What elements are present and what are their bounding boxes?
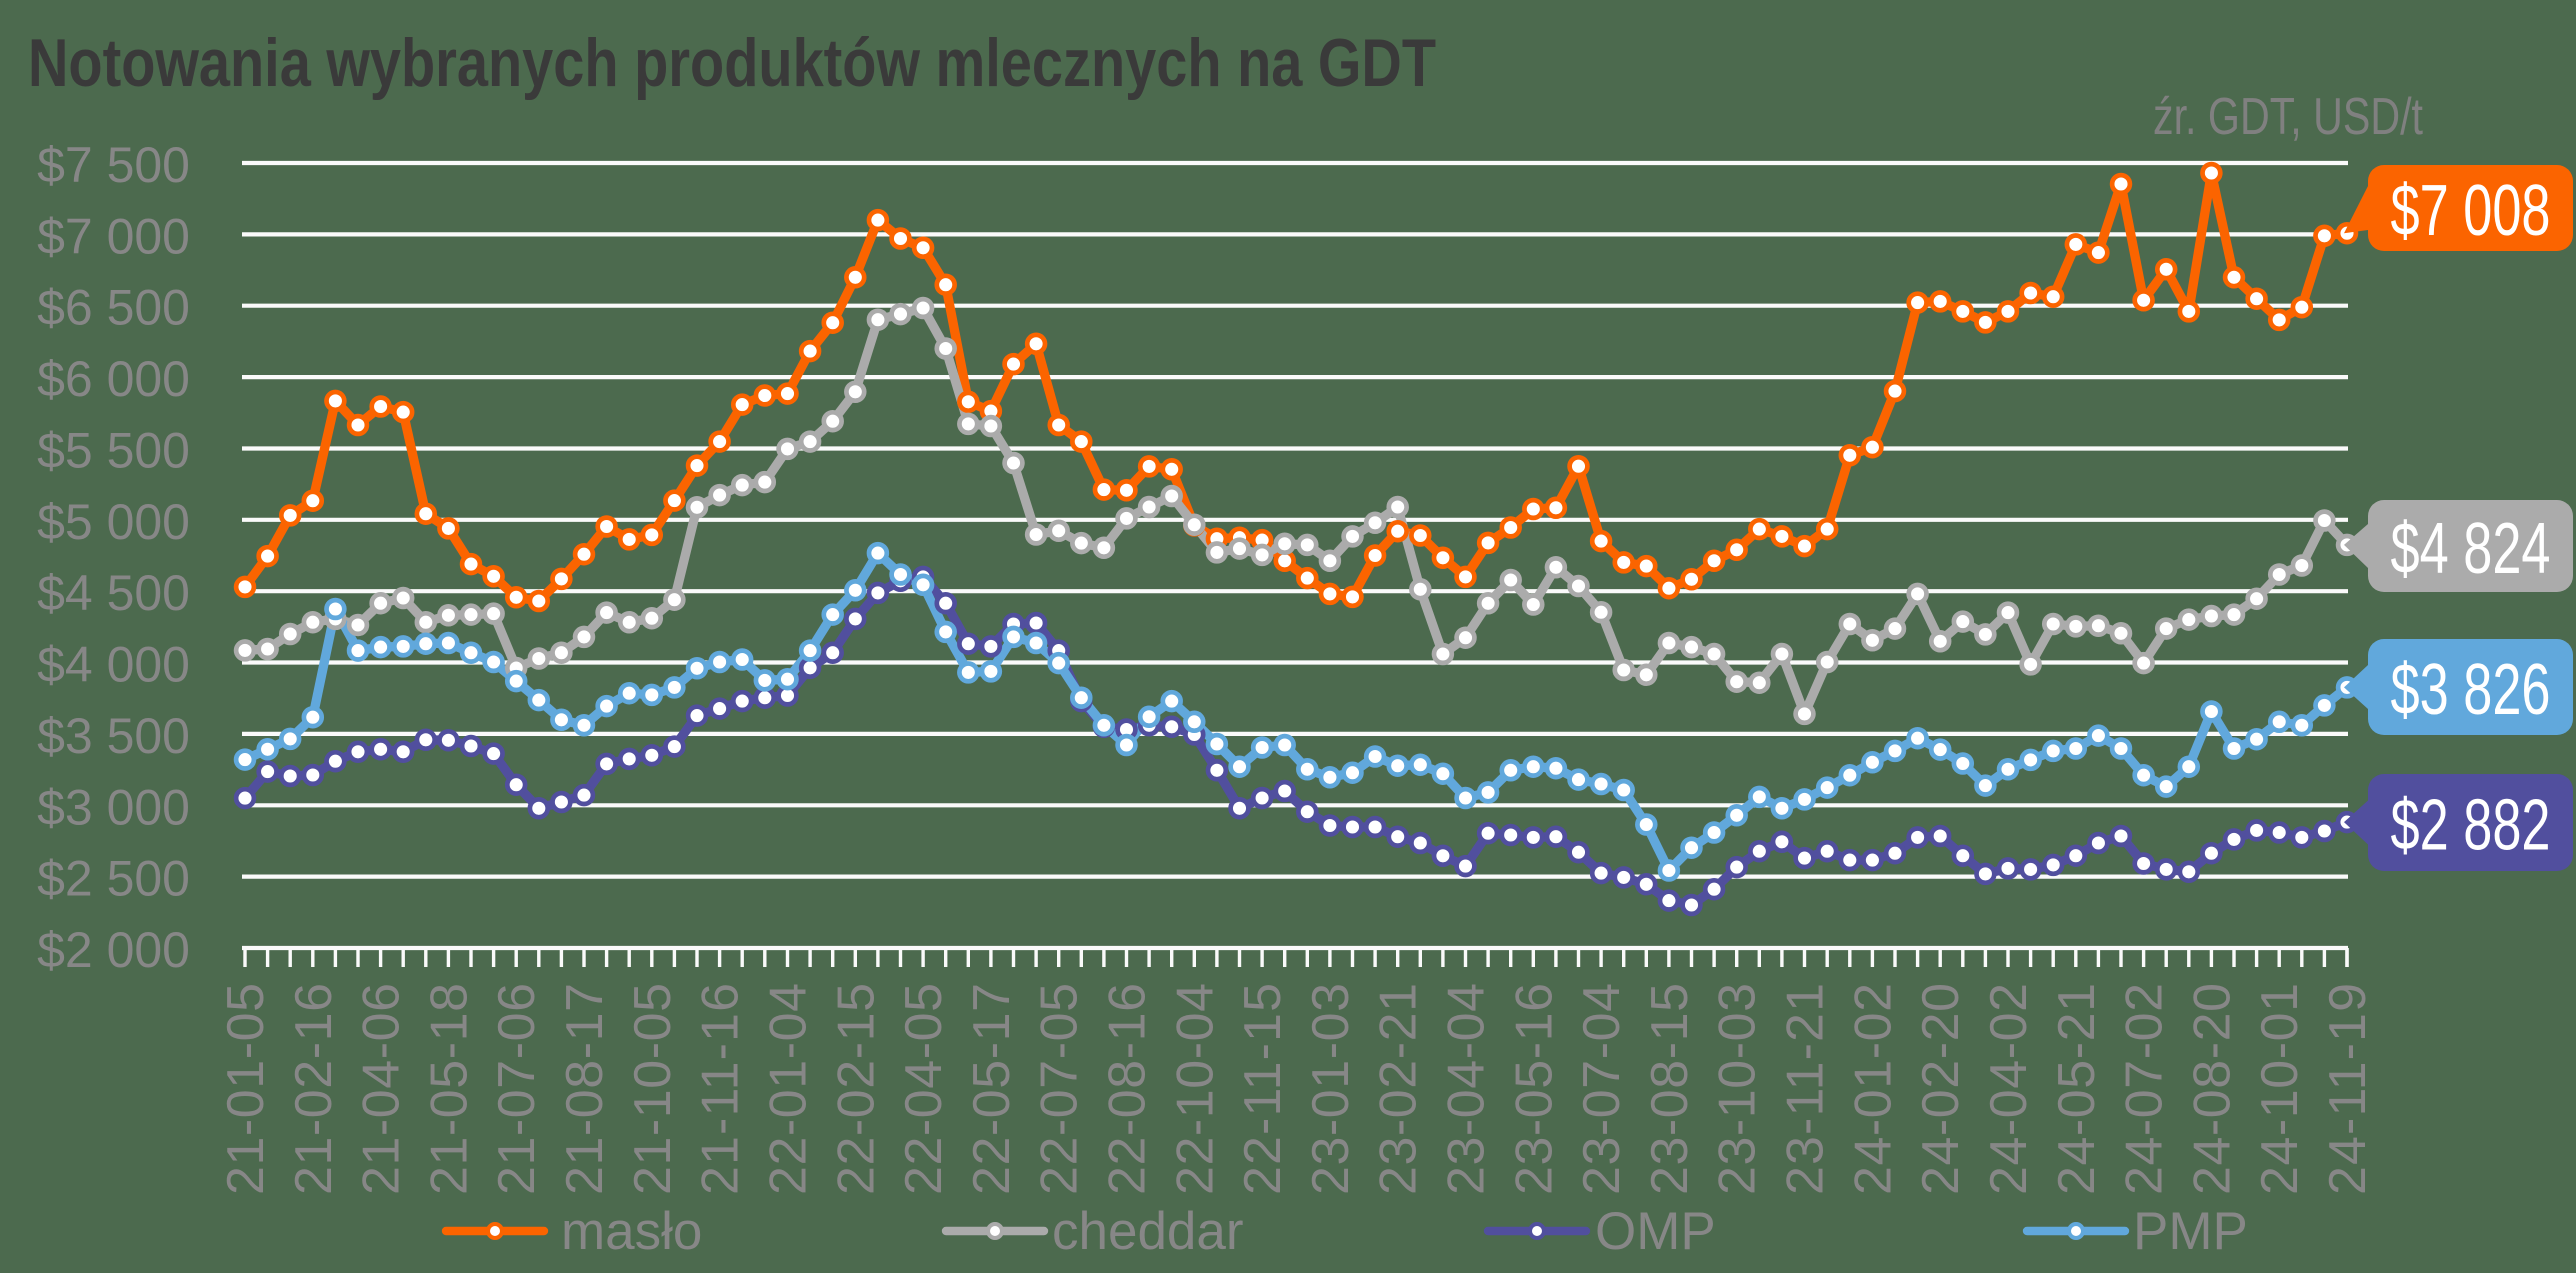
svg-text:21-02-16: 21-02-16 <box>285 983 343 1195</box>
svg-text:24-11-19: 24-11-19 <box>2319 983 2377 1195</box>
svg-text:22-07-05: 22-07-05 <box>1031 983 1089 1195</box>
svg-text:$2 882: $2 882 <box>2391 786 2551 866</box>
svg-text:21-11-16: 21-11-16 <box>692 983 750 1195</box>
svg-text:24-08-20: 24-08-20 <box>2183 983 2241 1195</box>
svg-text:23-10-03: 23-10-03 <box>1709 983 1767 1195</box>
svg-text:$4 500: $4 500 <box>37 565 190 621</box>
svg-text:22-05-17: 22-05-17 <box>963 983 1021 1195</box>
svg-text:24-02-20: 24-02-20 <box>1912 983 1970 1195</box>
svg-text:23-11-21: 23-11-21 <box>1777 983 1835 1195</box>
svg-text:22-04-05: 22-04-05 <box>895 983 953 1195</box>
svg-text:23-02-21: 23-02-21 <box>1370 983 1428 1195</box>
svg-text:21-08-17: 21-08-17 <box>556 983 614 1195</box>
svg-text:23-04-04: 23-04-04 <box>1438 983 1496 1195</box>
svg-text:24-07-02: 24-07-02 <box>2116 983 2174 1195</box>
svg-text:masło: masło <box>561 1202 702 1261</box>
svg-text:21-04-06: 21-04-06 <box>353 983 411 1195</box>
svg-text:22-10-04: 22-10-04 <box>1166 983 1224 1195</box>
svg-text:$6 000: $6 000 <box>37 351 190 407</box>
svg-text:$3 826: $3 826 <box>2391 650 2551 730</box>
svg-text:21-07-06: 21-07-06 <box>488 983 546 1195</box>
svg-text:$7 500: $7 500 <box>37 137 190 193</box>
svg-text:$4 824: $4 824 <box>2391 509 2551 589</box>
svg-text:23-07-04: 23-07-04 <box>1573 983 1631 1195</box>
svg-text:22-02-15: 22-02-15 <box>827 983 885 1195</box>
svg-text:$3 000: $3 000 <box>37 779 190 835</box>
svg-text:23-05-16: 23-05-16 <box>1505 983 1563 1195</box>
svg-text:$3 500: $3 500 <box>37 708 190 764</box>
svg-text:PMP: PMP <box>2133 1202 2248 1261</box>
svg-text:$5 000: $5 000 <box>37 494 190 550</box>
svg-text:$7 000: $7 000 <box>37 208 190 264</box>
svg-text:23-01-03: 23-01-03 <box>1302 983 1360 1195</box>
svg-text:OMP: OMP <box>1595 1202 1716 1261</box>
svg-text:24-04-02: 24-04-02 <box>1980 983 2038 1195</box>
svg-text:Notowania wybranych produktów: Notowania wybranych produktów mlecznych … <box>28 25 1436 101</box>
svg-text:24-01-02: 24-01-02 <box>1844 983 1902 1195</box>
svg-text:cheddar: cheddar <box>1052 1202 1244 1261</box>
svg-text:22-11-15: 22-11-15 <box>1234 983 1292 1195</box>
svg-text:22-01-04: 22-01-04 <box>760 983 818 1195</box>
svg-text:$4 000: $4 000 <box>37 637 190 693</box>
svg-text:21-05-18: 21-05-18 <box>420 983 478 1195</box>
svg-text:23-08-15: 23-08-15 <box>1641 983 1699 1195</box>
svg-text:$6 500: $6 500 <box>37 280 190 336</box>
svg-text:21-10-05: 21-10-05 <box>624 983 682 1195</box>
svg-text:$2 500: $2 500 <box>37 851 190 907</box>
svg-text:$7 008: $7 008 <box>2391 171 2551 251</box>
svg-text:24-05-21: 24-05-21 <box>2048 983 2106 1195</box>
svg-text:22-08-16: 22-08-16 <box>1099 983 1157 1195</box>
svg-text:$5 500: $5 500 <box>37 423 190 479</box>
svg-text:$2 000: $2 000 <box>37 922 190 978</box>
svg-text:24-10-01: 24-10-01 <box>2251 983 2309 1195</box>
svg-text:źr. GDT, USD/t: źr. GDT, USD/t <box>2153 88 2423 146</box>
svg-text:21-01-05: 21-01-05 <box>217 983 275 1195</box>
